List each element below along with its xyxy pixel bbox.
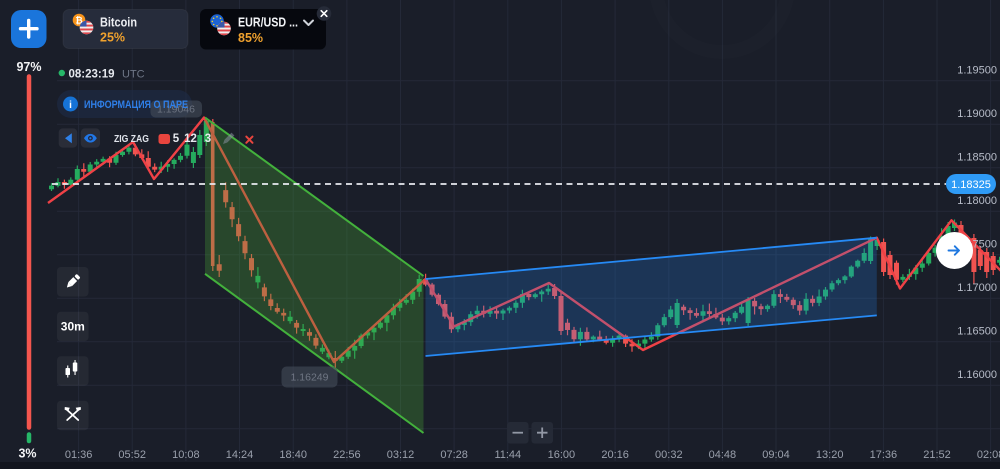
svg-text:1.16000: 1.16000 (957, 369, 997, 381)
svg-text:10:08: 10:08 (172, 449, 200, 461)
svg-text:20:16: 20:16 (601, 449, 629, 461)
svg-text:1.19046: 1.19046 (157, 104, 195, 116)
svg-text:i: i (69, 100, 72, 111)
svg-text:22:56: 22:56 (333, 449, 361, 461)
svg-text:UTC: UTC (122, 69, 145, 81)
svg-text:3%: 3% (18, 447, 36, 461)
svg-text:14:24: 14:24 (226, 449, 254, 461)
svg-text:85%: 85% (238, 31, 263, 45)
svg-text:25%: 25% (100, 31, 125, 45)
svg-text:97%: 97% (16, 60, 41, 74)
svg-text:Bitcoin: Bitcoin (100, 15, 137, 30)
svg-text:3: 3 (205, 133, 211, 145)
svg-text:5: 5 (173, 133, 180, 145)
svg-text:1.17000: 1.17000 (957, 282, 997, 294)
svg-text:1.19000: 1.19000 (957, 108, 997, 120)
svg-text:05:52: 05:52 (118, 449, 146, 461)
svg-text:04:48: 04:48 (709, 449, 737, 461)
svg-text:18:40: 18:40 (279, 449, 307, 461)
svg-text:16:00: 16:00 (548, 449, 576, 461)
svg-text:11:44: 11:44 (494, 449, 521, 461)
svg-text:ZIG ZAG: ZIG ZAG (114, 133, 149, 145)
svg-text:EUR/USD ...: EUR/USD ... (238, 15, 298, 30)
svg-text:09:04: 09:04 (762, 449, 790, 461)
svg-text:30m: 30m (61, 320, 85, 334)
svg-text:1.19500: 1.19500 (957, 64, 997, 76)
svg-text:1.16249: 1.16249 (291, 372, 329, 384)
svg-text:1.18500: 1.18500 (957, 151, 997, 163)
svg-text:03:12: 03:12 (387, 449, 415, 461)
svg-text:00:32: 00:32 (655, 449, 683, 461)
svg-text:1.16500: 1.16500 (957, 325, 997, 337)
svg-text:17:36: 17:36 (870, 449, 898, 461)
svg-text:02:08: 02:08 (977, 449, 1000, 461)
svg-text:21:52: 21:52 (923, 449, 951, 461)
svg-text:ИНФОРМАЦИЯ О ПАРЕ: ИНФОРМАЦИЯ О ПАРЕ (84, 99, 188, 111)
svg-text:1.18000: 1.18000 (957, 195, 997, 207)
svg-text:1.18325: 1.18325 (951, 179, 991, 191)
svg-text:08:23:19: 08:23:19 (69, 69, 115, 81)
svg-text:07:28: 07:28 (440, 449, 468, 461)
svg-text:₿: ₿ (75, 16, 82, 26)
svg-text:01:36: 01:36 (65, 449, 93, 461)
svg-text:12: 12 (184, 133, 197, 145)
svg-text:13:20: 13:20 (816, 449, 844, 461)
